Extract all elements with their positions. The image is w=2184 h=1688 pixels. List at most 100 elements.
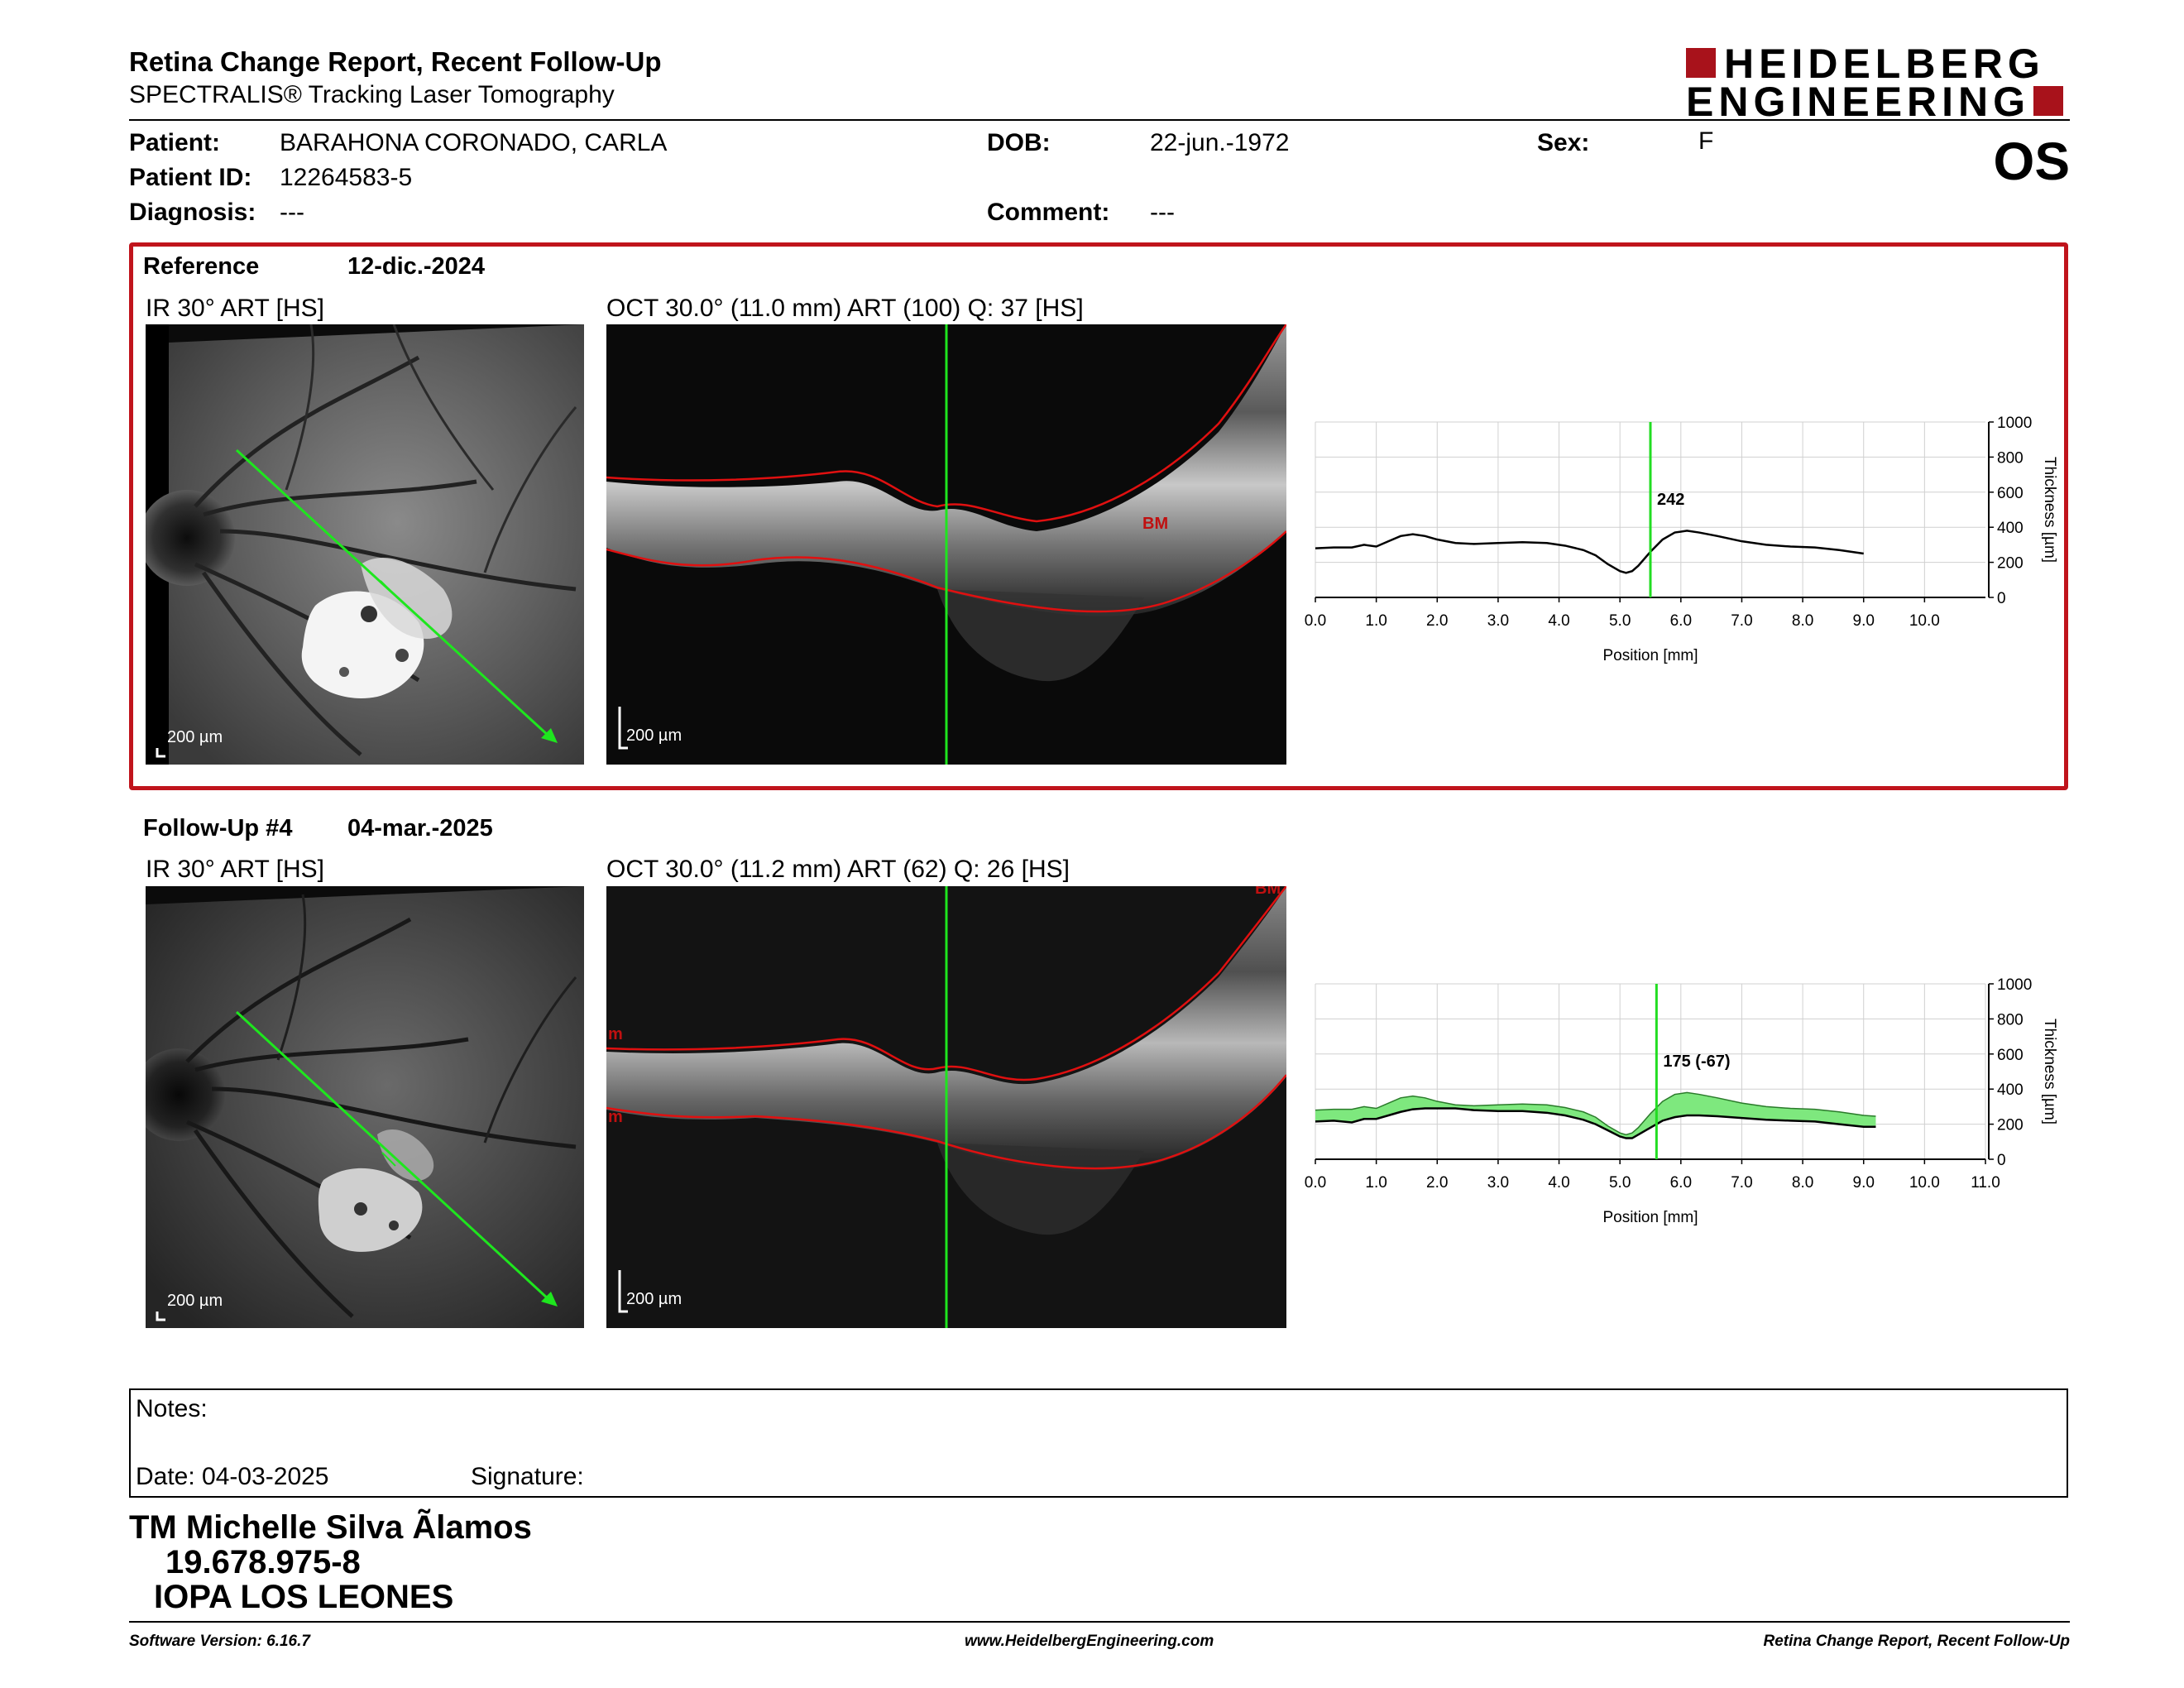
reference-thickness-chart: 0.0 1.0 2.0 3.0 4.0 5.0 6.0 7.0 8.0 9.0 10.0 0 200 40… [1305,415,2058,664]
followup-label: Follow-Up #4 [143,815,293,842]
y-tick-label: 0 [1997,1152,2006,1169]
y-tick-label: 0 [1997,590,2006,607]
comment-value: --- [1150,199,1175,226]
cursor-value-label: 242 [1657,491,1684,509]
followup-oct-label: OCT 30.0° (11.2 mm) ART (62) Q: 26 [HS] [606,856,1070,883]
x-tick-label: 10.0 [1909,612,1940,630]
y-tick-label: 600 [1997,1047,2024,1064]
footer-divider [129,1621,2070,1623]
x-tick-label: 8.0 [1792,612,1813,630]
dob-value: 22-jun.-1972 [1150,129,1290,156]
reference-ir-scale: 200 µm [167,728,223,746]
footer-report-name: Retina Change Report, Recent Follow-Up [1763,1633,2070,1650]
x-tick-label: 4.0 [1548,612,1569,630]
dob-label: DOB: [987,129,1051,156]
followup-side-label-bottom: m [608,1108,623,1126]
reference-ir-image: 200 µm [146,324,584,765]
x-tick-label: 2.0 [1426,1174,1448,1192]
series-line-0 [1315,530,1864,574]
x-tick-label: 5.0 [1609,1174,1631,1192]
y-axis-label: Thickness [µm] [2041,457,2058,563]
x-tick-label: 7.0 [1731,612,1752,630]
reference-label: Reference [143,253,260,280]
followup-bm-label: BM [1255,886,1281,898]
y-tick-label: 800 [1997,1011,2024,1029]
heidelberg-logo: HEIDELBERG ENGINEERING [1686,41,2067,125]
followup-thickness-chart: 0.0 1.0 2.0 3.0 4.0 5.0 6.0 7.0 8.0 9.0 10.0 11.0 0 2… [1305,976,2058,1226]
signer-org: IOPA LOS LEONES [154,1579,454,1615]
reference-date: 12-dic.-2024 [347,253,486,280]
x-axis-label: Position [mm] [1602,1209,1698,1226]
y-tick-label: 200 [1997,555,2024,573]
followup-oct-scale: 200 µm [626,1290,682,1308]
followup-side-label-top: m [608,1025,623,1043]
x-tick-label: 3.0 [1487,612,1509,630]
diagnosis-value: --- [280,199,304,226]
x-tick-label: 9.0 [1853,612,1875,630]
difference-area [1315,1092,1876,1139]
y-tick-label: 1000 [1997,415,2032,432]
x-tick-label: 3.0 [1487,1174,1509,1192]
series-line-1 [1315,1091,1876,1136]
series-line-0 [1315,1107,1876,1139]
x-tick-label: 8.0 [1792,1174,1813,1192]
comment-label: Comment: [987,199,1110,226]
x-tick-label: 11.0 [1971,1174,2000,1192]
reference-bm-label: BM [1142,515,1169,533]
logo-text-bottom: ENGINEERING [1686,79,2031,125]
reference-oct-image: BM 200 µm [606,324,1286,765]
patient-id-label: Patient ID: [129,164,252,191]
followup-ir-scale: 200 µm [167,1292,223,1310]
logo-square-top [1686,48,1716,78]
logo-square-bottom [2033,86,2063,116]
logo-text-top: HEIDELBERG [1724,41,2045,87]
website-link[interactable]: www.HeidelbergEngineering.com [965,1633,1214,1650]
diagnosis-label: Diagnosis: [129,199,256,226]
x-tick-label: 7.0 [1731,1174,1752,1192]
y-tick-label: 400 [1997,1081,2024,1099]
header-divider [129,119,2070,121]
notes-box[interactable] [129,1388,2068,1498]
y-tick-label: 400 [1997,520,2024,537]
y-axis-label: Thickness [µm] [2041,1019,2058,1125]
eye-indicator: OS [1993,132,2070,191]
reference-oct-label: OCT 30.0° (11.0 mm) ART (100) Q: 37 [HS] [606,295,1084,322]
notes-date: Date: 04-03-2025 [136,1463,329,1490]
followup-date: 04-mar.-2025 [347,815,493,842]
x-tick-label: 4.0 [1548,1174,1569,1192]
report-title: Retina Change Report, Recent Follow-Up [129,46,662,77]
followup-ir-label: IR 30° ART [HS] [146,856,324,883]
cursor-value-label: 175 (-67) [1663,1053,1730,1071]
y-tick-label: 600 [1997,485,2024,502]
reference-frame [129,242,2068,790]
x-tick-label: 10.0 [1909,1174,1940,1192]
x-tick-label: 0.0 [1305,612,1326,630]
notes-label: Notes: [136,1395,208,1422]
x-axis-label: Position [mm] [1602,647,1698,664]
reference-oct-scale: 200 µm [626,727,682,745]
x-tick-label: 9.0 [1853,1174,1875,1192]
patient-name: BARAHONA CORONADO, CARLA [280,129,668,156]
signer-id: 19.678.975-8 [165,1544,361,1580]
y-tick-label: 800 [1997,449,2024,467]
x-tick-label: 6.0 [1670,1174,1692,1192]
report-subtitle: SPECTRALIS® Tracking Laser Tomography [129,81,615,108]
patient-label: Patient: [129,129,221,156]
followup-ir-image: 200 µm [146,886,584,1328]
x-tick-label: 2.0 [1426,612,1448,630]
signer-name: TM Michelle Silva Ãlamos [129,1509,532,1546]
x-tick-label: 6.0 [1670,612,1692,630]
x-tick-label: 1.0 [1365,612,1387,630]
software-version: Software Version: 6.16.7 [129,1633,310,1650]
y-tick-label: 1000 [1997,976,2032,994]
y-tick-label: 200 [1997,1117,2024,1134]
x-tick-label: 5.0 [1609,612,1631,630]
followup-oct-image: BM m m 200 µm [606,886,1286,1328]
x-tick-label: 1.0 [1365,1174,1387,1192]
reference-ir-label: IR 30° ART [HS] [146,295,324,322]
sex-label: Sex: [1537,129,1590,156]
sex-value: F [1698,127,1714,155]
x-tick-label: 0.0 [1305,1174,1326,1192]
patient-id: 12264583-5 [280,164,413,191]
notes-signature-label: Signature: [471,1463,584,1490]
